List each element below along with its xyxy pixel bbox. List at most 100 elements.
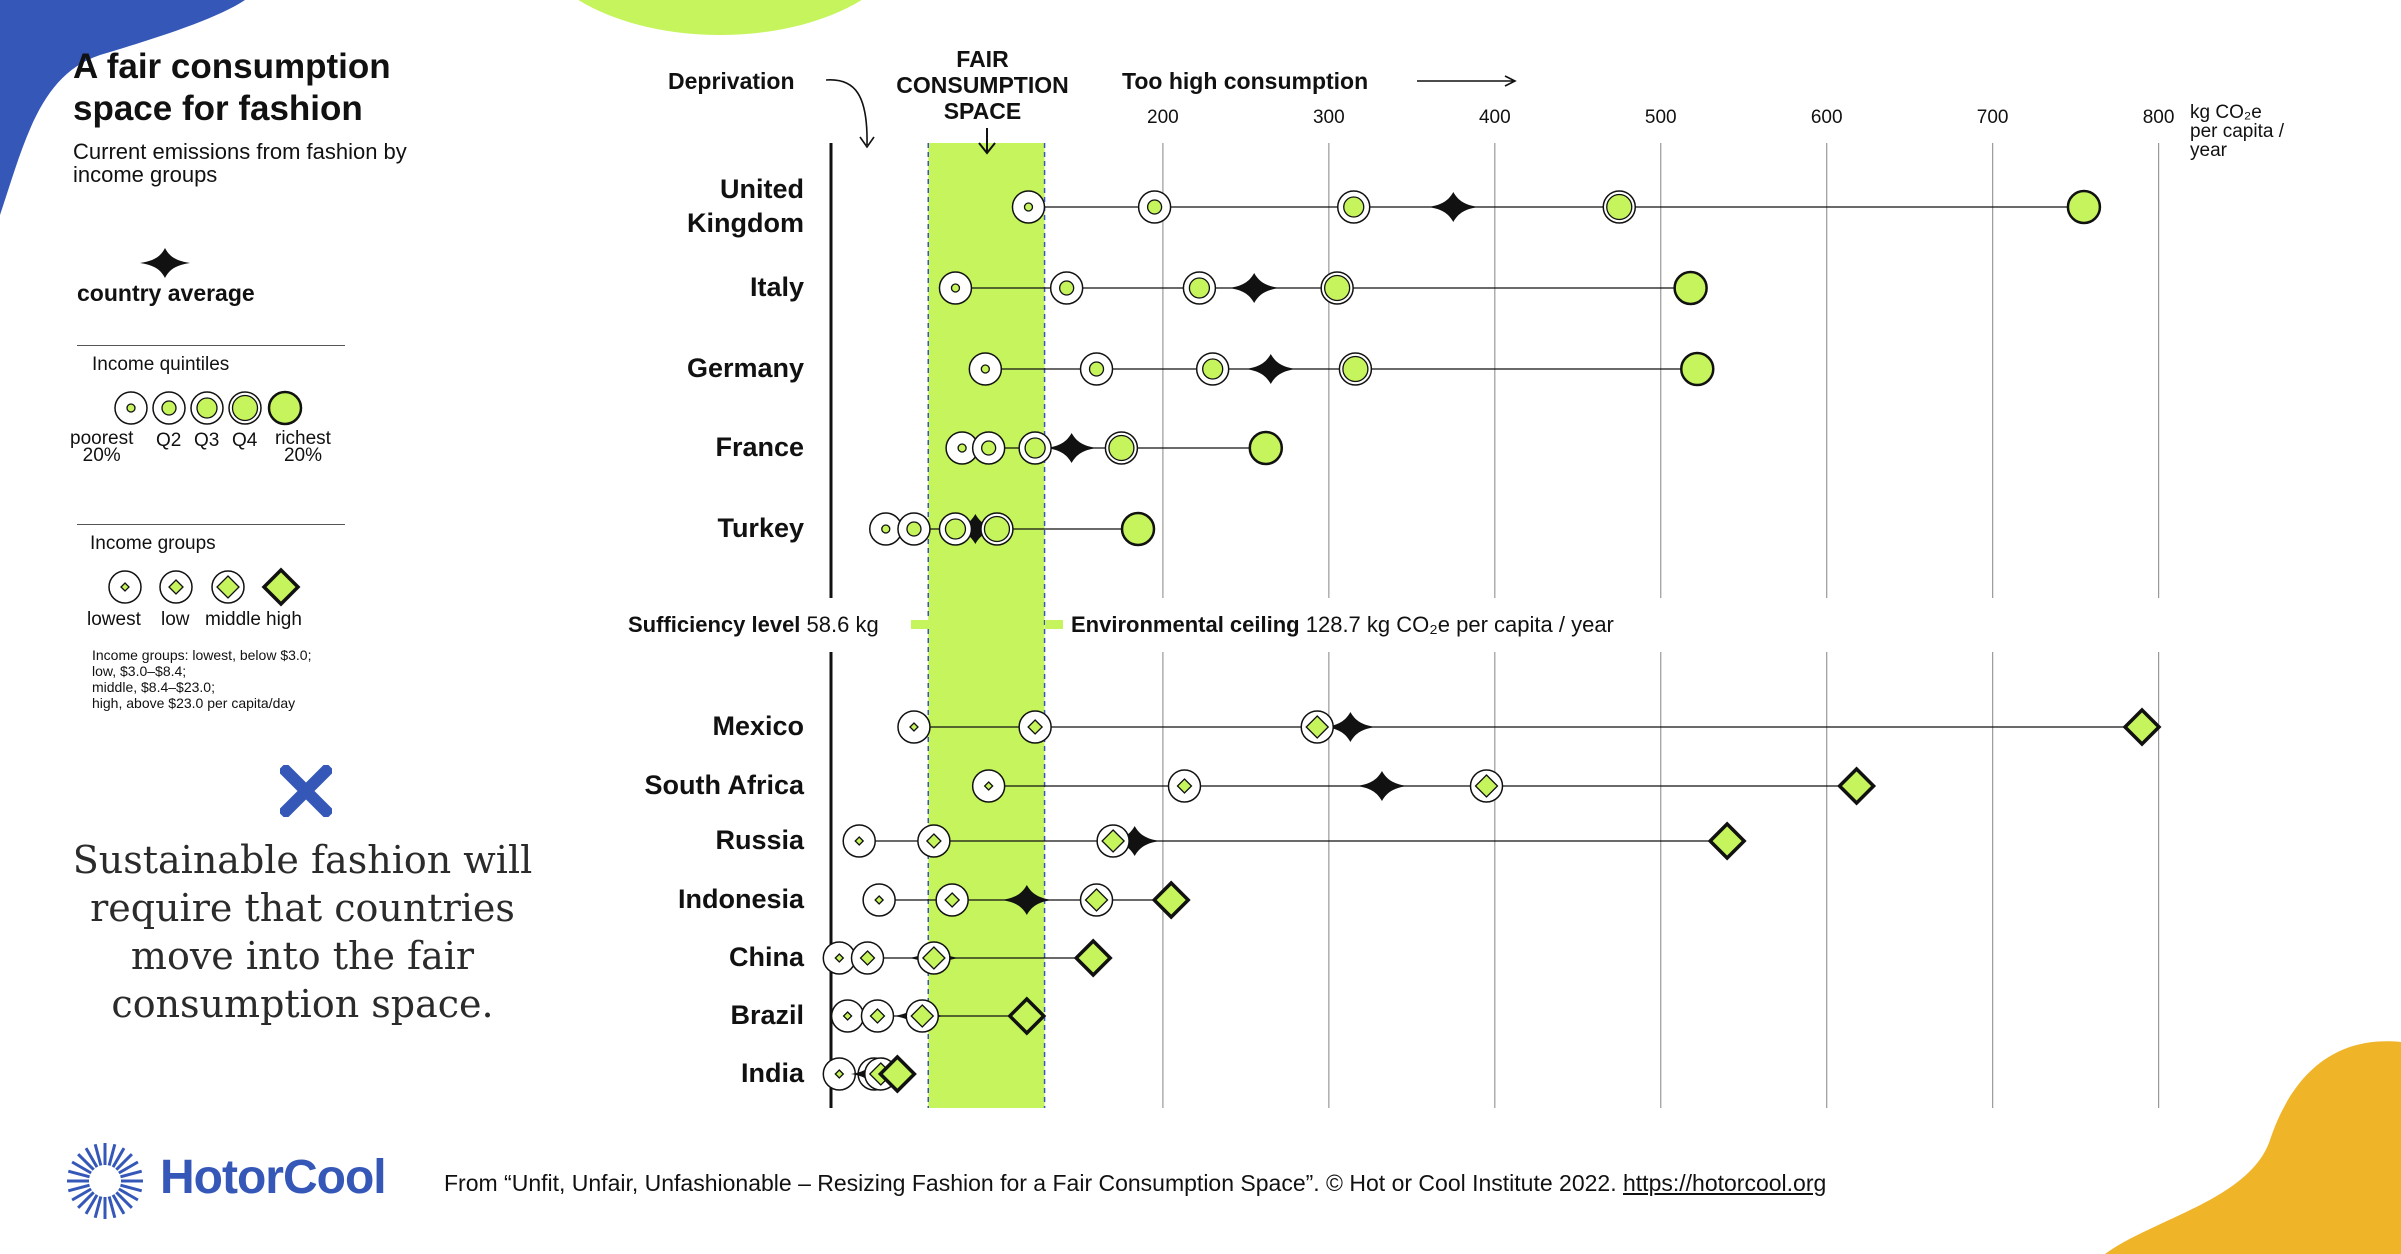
legend-quintiles-title: Income quintiles [92,354,230,375]
quintile-marker [152,391,186,425]
logo-ray [120,1169,143,1179]
group-marker [862,883,896,917]
logo-ray [115,1153,133,1171]
group-marker [822,1057,857,1091]
logo-ray [93,1143,103,1166]
group-marker [159,570,193,604]
quintile-marker [1104,431,1139,465]
x-tick-label: 700 [1977,107,2009,128]
average-star [1428,192,1479,222]
average-star-icon [140,248,190,278]
country-label: Turkey [717,513,804,543]
quintile-marker [1680,351,1715,387]
logo-ray [77,1191,95,1209]
close-x-icon [280,765,332,817]
group-marker [1018,710,1052,744]
deprivation-arrow [825,79,875,149]
quintile-marker [1195,352,1230,386]
group-marker [1469,769,1504,803]
fair-space-arrow [978,128,996,155]
ceiling-swatch [1045,620,1063,629]
quintile-marker [1011,190,1046,224]
country-label: France [715,432,804,462]
legend-group-label: middle [205,609,261,630]
country-label: China [729,942,805,972]
average-star [1229,273,1280,303]
group-marker [935,883,969,917]
quintile-marker [1602,190,1637,224]
quintile-marker [1120,511,1156,547]
country-label: Italy [750,272,804,302]
quintile-marker [1338,352,1373,386]
group-marker [830,999,865,1033]
group-marker [971,769,1006,803]
quintile-marker [938,271,973,305]
x-tick-label: 800 [2143,107,2175,128]
group-marker [897,710,931,744]
deprivation-label: Deprivation [668,68,795,94]
logo-ray [71,1187,92,1202]
yellow-corner-shape [2105,1041,2401,1254]
legend-divider [77,345,345,346]
group-marker [261,567,301,607]
logo-ray [115,1191,133,1209]
logo-ray [107,1196,117,1219]
group-marker [108,570,142,604]
legend-markers [108,390,303,607]
too-high-label: Too high consumption [1122,68,1369,94]
logo-ray [93,1196,103,1219]
group-marker [2122,707,2162,747]
logo-ray [118,1187,139,1202]
group-marker [1167,769,1202,803]
legend-group-label: low [161,609,190,630]
fair-consumption-band [928,143,1045,1108]
callout-text: Sustainable fashion will require that co… [72,838,533,1026]
legend-group-label: lowest [87,609,141,630]
legend-quintile-label: richest 20% [275,428,331,466]
quintile-marker [968,352,1003,386]
page-title: A fair consumption space for fashion [73,47,391,128]
quintile-marker [1182,271,1217,305]
group-marker [822,941,857,975]
quintile-marker [114,391,148,425]
legend-divider [77,524,345,525]
quintile-marker [1336,190,1371,224]
average-star [1245,354,1296,384]
legend-quintile-label: poorest 20% [70,428,134,466]
page-subtitle: Current emissions from fashion by income… [73,139,407,187]
group-marker [1007,996,1047,1036]
group-marker [1151,880,1191,920]
quintile-marker [1320,271,1354,305]
group-marker [1079,883,1114,917]
average-star [1109,826,1160,856]
logo-ray [84,1147,99,1168]
country-label: United Kingdom [687,174,804,238]
logo-ray [77,1153,95,1171]
legend-group-label: high [266,609,302,630]
legend-quintile-label: Q3 [194,430,220,451]
group-marker [850,941,885,975]
quintile-marker [1049,271,1084,305]
x-tick-label: 200 [1147,107,1179,128]
too-high-arrow [1417,75,1517,87]
sun-logo-icon [67,1143,143,1219]
x-tick-label: 500 [1645,107,1677,128]
sufficiency-threshold-label: Sufficiency level 58.6 kg [628,612,879,638]
country-label: Indonesia [678,884,805,914]
country-label: South Africa [644,770,804,800]
group-marker [842,824,876,858]
x-unit-label: kg CO₂e per capita / year [2190,102,2284,161]
sufficiency-swatch [911,620,929,629]
group-marker [905,999,940,1033]
average-star [1325,712,1376,742]
country-label: Brazil [730,1000,804,1030]
ceiling-label: Environmental ceiling [1071,612,1300,637]
quintile-marker [869,512,903,546]
logo-ray [84,1194,99,1215]
logo-ray [118,1160,139,1175]
credit-link[interactable]: https://hotorcool.org [1623,1170,1827,1196]
logo-ray [120,1183,143,1193]
legend-average-label: country average [77,280,255,306]
ceiling-threshold-label: Environmental ceiling 128.7 kg CO₂e per … [1071,612,1614,638]
